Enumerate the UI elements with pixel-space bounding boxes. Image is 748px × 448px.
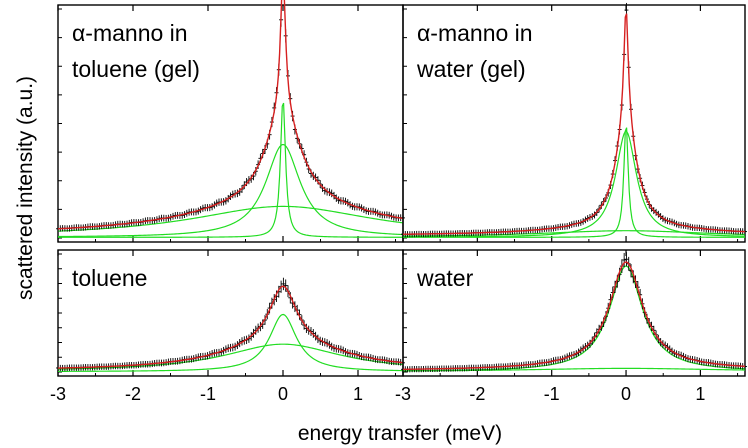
panel-top-left: α-manno in toluene (gel) — [56, 0, 405, 243]
x-tick-label: 0 — [621, 384, 631, 404]
fit-curve — [57, 285, 404, 369]
panel-bottom-left: -3 -2 -1 0 1 toluene — [50, 249, 405, 404]
fit-curve — [402, 261, 746, 371]
x-tick-label: -3 — [50, 384, 66, 404]
component-curve — [57, 143, 404, 238]
x-tick-label: -2 — [125, 384, 141, 404]
component-curve — [58, 313, 404, 372]
panel-label: α-manno in — [72, 20, 188, 46]
y-axis-label: scattered intensity (a.u.) — [14, 76, 37, 300]
panel-label-line2: toluene (gel) — [72, 56, 200, 82]
component-curve — [57, 205, 404, 232]
x-axis-label: energy transfer (meV) — [298, 422, 502, 445]
x-tick-label: 1 — [695, 384, 705, 404]
panel-top-right: α-manno in water (gel) — [401, 2, 747, 243]
fit-curve — [57, 0, 404, 230]
x-tick-label: 0 — [278, 384, 288, 404]
fit-curve — [402, 13, 746, 235]
x-tick-label: -3 — [395, 384, 411, 404]
component-curve — [58, 102, 403, 238]
panel-label-line2: water (gel) — [416, 56, 526, 82]
panel-bottom-right: -3 -2 -1 0 1 water — [395, 249, 747, 404]
x-tick-label: -2 — [469, 384, 485, 404]
panel-label: α-manno in — [417, 20, 533, 46]
panel-label: water — [416, 265, 474, 291]
x-tick-label: -1 — [200, 384, 216, 404]
x-tick-label: -1 — [544, 384, 560, 404]
x-tick-label: 1 — [353, 384, 363, 404]
panel-label: toluene — [72, 265, 147, 291]
